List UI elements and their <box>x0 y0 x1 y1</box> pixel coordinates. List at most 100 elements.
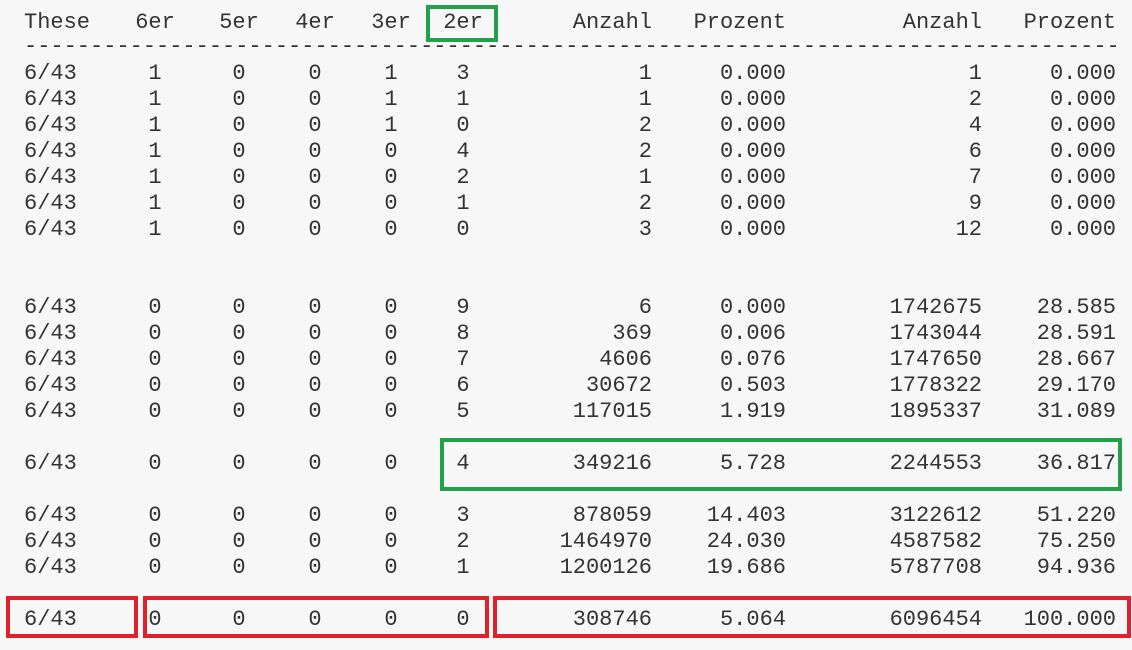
cell-prozent-kumuliert: 36.817 <box>1036 451 1116 476</box>
cell-5er: 0 <box>232 61 246 86</box>
table-row: 6/43 1 0 0 1 0 2 0.000 4 0.000 <box>0 113 1132 139</box>
cell-anzahl-kumuliert: 6 <box>968 139 982 164</box>
header-6er: 6er <box>135 10 175 35</box>
cell-anzahl-kumuliert: 7 <box>968 165 982 190</box>
cell-these: 6/43 <box>24 295 77 320</box>
cell-6er: 1 <box>148 61 162 86</box>
table-header: These 6er 5er 4er 3er 2er Anzahl Prozent Anzahl P… <box>0 10 1132 36</box>
cell-anzahl-kumuliert: 1895337 <box>889 399 982 424</box>
cell-4er: 0 <box>308 321 322 346</box>
cell-5er: 0 <box>232 399 246 424</box>
cell-2er: 1 <box>456 87 470 112</box>
cell-2er: 4 <box>456 139 470 164</box>
cell-these: 6/43 <box>24 87 77 112</box>
cell-3er: 1 <box>384 113 398 138</box>
cell-anzahl: 117015 <box>572 399 652 424</box>
table-row-highlighted: 6/43 0 0 0 0 4 349216 5.728 2244553 36.817 <box>0 451 1132 477</box>
cell-prozent-kumuliert: 94.936 <box>1036 555 1116 580</box>
cell-4er: 0 <box>308 347 322 372</box>
cell-anzahl-kumuliert: 4 <box>968 113 982 138</box>
cell-5er: 0 <box>232 113 246 138</box>
cell-2er: 0 <box>456 607 470 632</box>
cell-anzahl-kumuliert: 1778322 <box>889 373 982 398</box>
cell-prozent-kumuliert: 0.000 <box>1049 87 1116 112</box>
cell-3er: 0 <box>384 191 398 216</box>
cell-anzahl-kumuliert: 4587582 <box>889 529 982 554</box>
cell-prozent-kumuliert: 0.000 <box>1049 191 1116 216</box>
cell-prozent: 0.000 <box>719 61 786 86</box>
cell-2er: 0 <box>456 217 470 242</box>
cell-prozent-kumuliert: 0.000 <box>1049 217 1116 242</box>
cell-6er: 0 <box>148 347 162 372</box>
cell-2er: 1 <box>456 191 470 216</box>
cell-anzahl: 369 <box>612 321 652 346</box>
cell-anzahl: 1464970 <box>559 529 652 554</box>
cell-3er: 0 <box>384 165 398 190</box>
cell-2er: 7 <box>456 347 470 372</box>
cell-4er: 0 <box>308 113 322 138</box>
cell-2er: 2 <box>456 165 470 190</box>
cell-2er: 2 <box>456 529 470 554</box>
cell-4er: 0 <box>308 87 322 112</box>
cell-5er: 0 <box>232 373 246 398</box>
cell-anzahl-kumuliert: 1747650 <box>889 347 982 372</box>
cell-6er: 0 <box>148 399 162 424</box>
cell-3er: 0 <box>384 607 398 632</box>
cell-6er: 1 <box>148 139 162 164</box>
cell-4er: 0 <box>308 399 322 424</box>
cell-these: 6/43 <box>24 217 77 242</box>
cell-3er: 1 <box>384 87 398 112</box>
cell-6er: 0 <box>148 373 162 398</box>
table-row: 6/43 1 0 0 0 0 3 0.000 12 0.000 <box>0 217 1132 243</box>
cell-6er: 0 <box>148 503 162 528</box>
cell-anzahl: 1200126 <box>559 555 652 580</box>
cell-prozent-kumuliert: 0.000 <box>1049 139 1116 164</box>
cell-prozent-kumuliert: 28.667 <box>1036 347 1116 372</box>
cell-these: 6/43 <box>24 555 77 580</box>
cell-6er: 1 <box>148 217 162 242</box>
cell-anzahl: 2 <box>638 139 652 164</box>
cell-5er: 0 <box>232 503 246 528</box>
cell-prozent: 0.000 <box>719 217 786 242</box>
table-row: 6/43 1 0 0 0 2 1 0.000 7 0.000 <box>0 165 1132 191</box>
cell-6er: 0 <box>148 321 162 346</box>
cell-5er: 0 <box>232 321 246 346</box>
header-3er: 3er <box>371 10 411 35</box>
cell-these: 6/43 <box>24 61 77 86</box>
cell-5er: 0 <box>232 555 246 580</box>
header-5er: 5er <box>219 10 259 35</box>
cell-these: 6/43 <box>24 451 77 476</box>
cell-5er: 0 <box>232 529 246 554</box>
cell-4er: 0 <box>308 503 322 528</box>
cell-6er: 1 <box>148 165 162 190</box>
cell-these: 6/43 <box>24 399 77 424</box>
column-2er-highlight-box <box>426 5 498 42</box>
cell-prozent: 1.919 <box>719 399 786 424</box>
cell-2er: 0 <box>456 113 470 138</box>
cell-anzahl: 3 <box>638 217 652 242</box>
cell-4er: 0 <box>308 165 322 190</box>
table-row: 6/43 1 0 0 1 1 1 0.000 2 0.000 <box>0 87 1132 113</box>
cell-prozent-kumuliert: 0.000 <box>1049 113 1116 138</box>
cell-these: 6/43 <box>24 503 77 528</box>
cell-these: 6/43 <box>24 321 77 346</box>
cell-3er: 0 <box>384 139 398 164</box>
cell-anzahl-kumuliert: 1 <box>968 61 982 86</box>
cell-5er: 0 <box>232 607 246 632</box>
table-row: 6/43 1 0 0 0 4 2 0.000 6 0.000 <box>0 139 1132 165</box>
cell-5er: 0 <box>232 139 246 164</box>
cell-5er: 0 <box>232 347 246 372</box>
cell-4er: 0 <box>308 61 322 86</box>
cell-these: 6/43 <box>24 113 77 138</box>
table-row: 6/43 0 0 0 0 7 4606 0.076 1747650 28.667 <box>0 347 1132 373</box>
header-prozent-kumuliert: Prozent <box>1023 10 1116 35</box>
cell-anzahl-kumuliert: 1742675 <box>889 295 982 320</box>
table-row: 6/43 0 0 0 0 6 30672 0.503 1778322 29.170 <box>0 373 1132 399</box>
cell-6er: 0 <box>148 529 162 554</box>
header-these: These <box>24 10 91 35</box>
cell-3er: 1 <box>384 61 398 86</box>
cell-anzahl-kumuliert: 5787708 <box>889 555 982 580</box>
cell-anzahl: 2 <box>638 113 652 138</box>
cell-prozent-kumuliert: 28.591 <box>1036 321 1116 346</box>
table-row: 6/43 0 0 0 0 5 117015 1.919 1895337 31.089 <box>0 399 1132 425</box>
